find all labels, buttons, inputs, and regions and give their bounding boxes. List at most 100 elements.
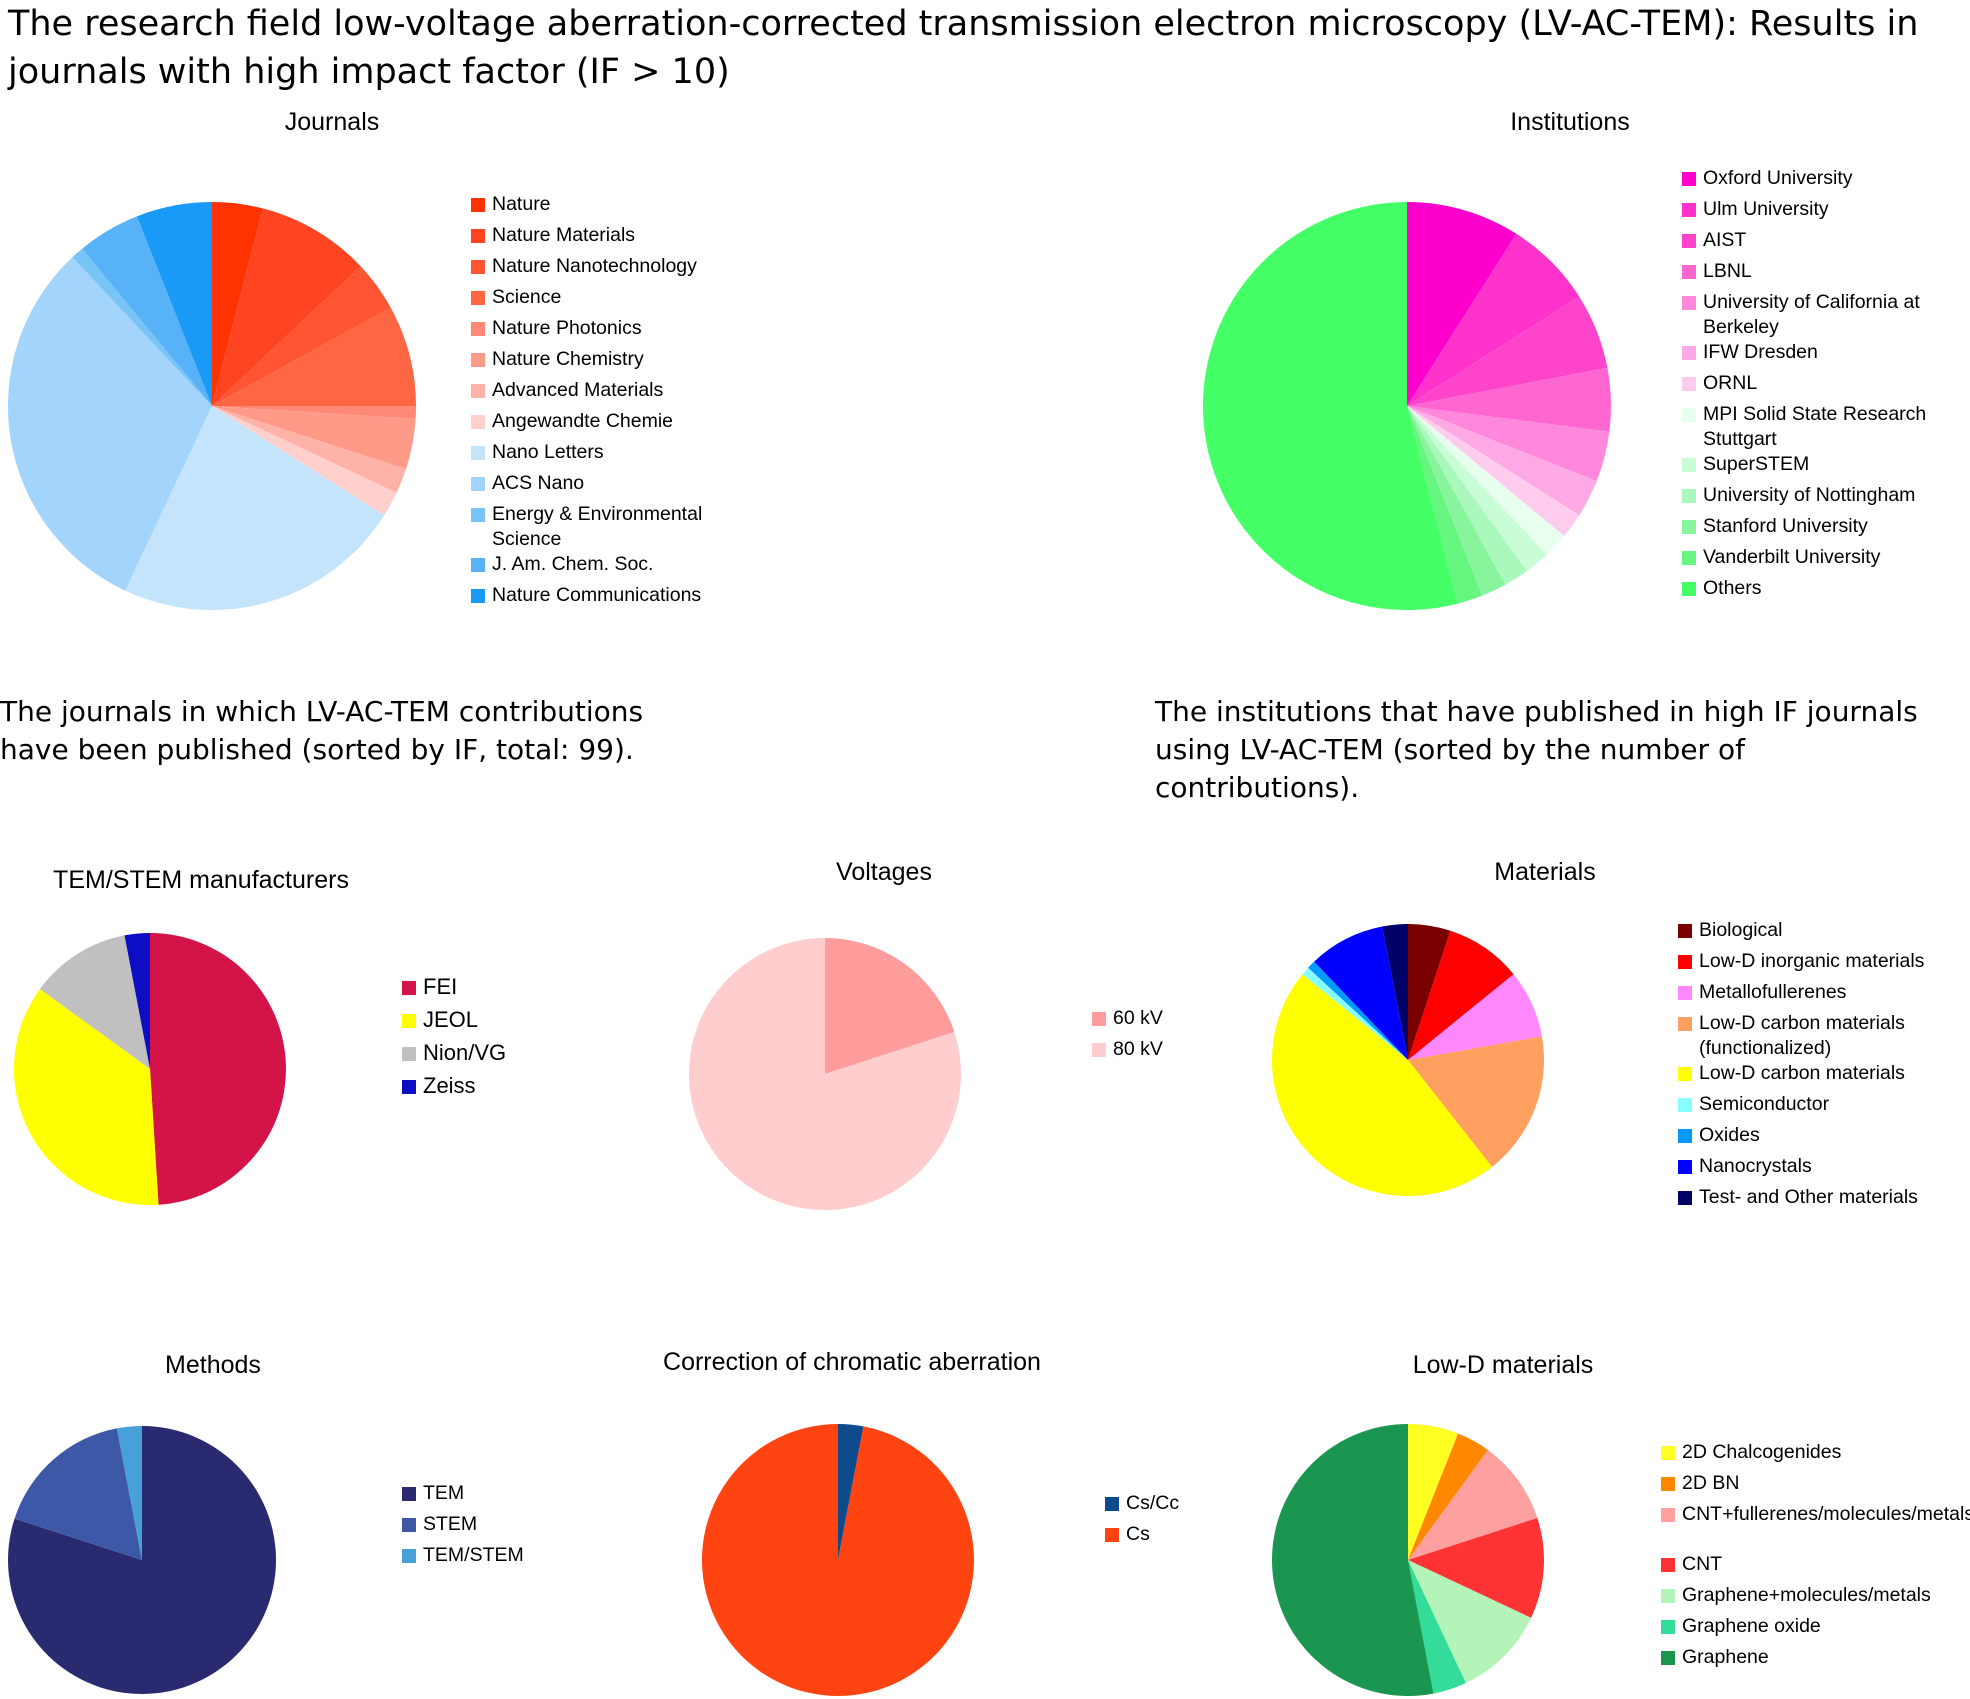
institutions-legend-item: University of California at Berkeley [1682,290,1962,340]
lowd-legend-label: Graphene oxide [1682,1615,1821,1637]
journals-legend-swatch [471,589,485,604]
chromatic-legend-label: Cs [1126,1523,1150,1545]
institutions-legend-label: Oxford University [1703,167,1853,189]
materials-legend-swatch [1678,986,1692,1001]
manufacturers-legend-swatch [402,1080,416,1095]
institutions-legend-swatch [1682,377,1696,392]
institutions-legend-swatch [1682,551,1696,566]
materials-legend-item: Test- and Other materials [1678,1185,1968,1210]
institutions-legend-swatch [1682,296,1696,311]
materials-legend-swatch [1678,1017,1692,1032]
journals-slice-4 [212,307,416,406]
journals-slice-6 [212,406,416,470]
materials-legend-label: Low-D carbon materials (functionalized) [1699,1012,1905,1059]
manufacturers-slice-1 [150,933,286,1205]
materials-legend-label: Low-D carbon materials [1699,1062,1905,1084]
journals-legend-label: Angewandte Chemie [492,410,674,432]
materials-legend-label: Nanocrystals [1699,1155,1812,1177]
materials-slice-9 [1382,924,1408,1060]
journals-legend-item: Nature Nanotechnology [471,254,741,279]
institutions-slice-1 [1407,202,1517,406]
journals-slice-12 [81,216,212,406]
materials-legend-swatch [1678,924,1692,939]
lowd-legend-swatch [1661,1477,1675,1492]
materials-legend-swatch [1678,1129,1692,1144]
journals-caption: The journals in which LV-AC-TEM contribu… [0,695,644,766]
institutions-slice-12 [1407,406,1483,604]
journals-legend-item: Nature [471,192,741,217]
journals-slice-9 [125,406,385,610]
journals-slice-1 [212,202,263,406]
institutions-legend-item: Ulm University [1682,197,1962,222]
journals-legend-swatch [471,291,485,306]
institutions-legend-swatch [1682,582,1696,597]
institutions-legend-item: University of Nottingham [1682,483,1962,508]
lowd-legend-swatch [1661,1589,1675,1604]
journals-legend-swatch [471,384,485,399]
institutions-slice-9 [1407,406,1547,572]
manufacturers-legend-label: JEOL [423,1007,479,1032]
lowd-legend-item: Graphene [1661,1645,1966,1670]
institutions-legend-item: Others [1682,576,1962,601]
materials-slice-8 [1314,926,1408,1060]
chromatic-slice-1 [838,1424,864,1560]
materials-slice-4 [1408,1036,1544,1167]
journals-legend-label: Nano Letters [492,441,604,463]
journals-legend-swatch [471,322,485,337]
chromatic-pie-chart [701,1424,974,1696]
journals-legend-label: Advanced Materials [492,379,664,401]
institutions-legend-swatch [1682,346,1696,361]
journals-legend-item: ACS Nano [471,471,741,496]
institutions-legend-swatch [1682,265,1696,280]
chromatic-legend-item: Cs [1105,1522,1225,1547]
materials-slice-1 [1408,924,1451,1060]
materials-slice-5 [1271,974,1493,1197]
journals-legend-swatch [471,229,485,244]
institutions-legend-swatch [1682,458,1696,473]
manufacturers-pie-chart [13,933,286,1205]
lowd-legend-label: CNT [1682,1553,1723,1575]
chromatic-legend-label: Cs/Cc [1126,1492,1180,1514]
lowd-legend-label: 2D Chalcogenides [1682,1441,1842,1463]
voltages-legend-item: 60 kV [1092,1006,1212,1031]
journals-legend-swatch [471,415,485,430]
journals-legend-swatch [471,477,485,492]
chromatic-legend-swatch [1105,1497,1119,1512]
journals-legend-swatch [471,353,485,368]
journals-slice-5 [212,406,416,419]
journals-legend-label: Science [492,286,562,308]
journals-legend-item: Nature Materials [471,223,741,248]
journals-legend-item: Nature Chemistry [471,347,741,372]
voltages-chart-title: Voltages [836,858,932,886]
methods-chart-title: Methods [165,1351,261,1379]
journals-slice-7 [212,406,407,493]
lowd-legend-item: 2D BN [1661,1471,1966,1496]
institutions-slice-10 [1407,406,1527,585]
institutions-legend-label: LBNL [1703,260,1752,282]
institutions-legend-item: Vanderbilt University [1682,545,1962,570]
institutions-legend-item: SuperSTEM [1682,452,1962,477]
journals-slice-8 [212,406,397,516]
institutions-chart-title: Institutions [1510,108,1630,136]
lowd-legend-swatch [1661,1620,1675,1635]
lowd-slice-3 [1408,1449,1538,1560]
institutions-legend-swatch [1682,172,1696,187]
institutions-legend-swatch [1682,520,1696,535]
journals-slice-3 [212,266,391,406]
manufacturers-legend-item: Zeiss [402,1072,552,1100]
manufacturers-legend-swatch [402,1047,416,1062]
lowd-slice-1 [1408,1424,1459,1560]
materials-chart-title: Materials [1494,858,1596,886]
journals-legend-item: Nature Photonics [471,316,741,341]
materials-legend-item: Oxides [1678,1123,1968,1148]
journals-legend-label: Nature Chemistry [492,348,644,370]
institutions-legend-label: IFW Dresden [1703,341,1818,363]
journals-legend-item: Angewandte Chemie [471,409,741,434]
materials-legend-item: Low-D carbon materials [1678,1061,1968,1086]
lowd-legend-swatch [1661,1651,1675,1666]
methods-pie-chart [8,1426,277,1694]
lowd-legend-label: 2D BN [1682,1472,1740,1494]
methods-legend-item: TEM/STEM [402,1543,582,1568]
journals-slice-13 [136,202,212,406]
materials-legend-item: Biological [1678,918,1968,943]
